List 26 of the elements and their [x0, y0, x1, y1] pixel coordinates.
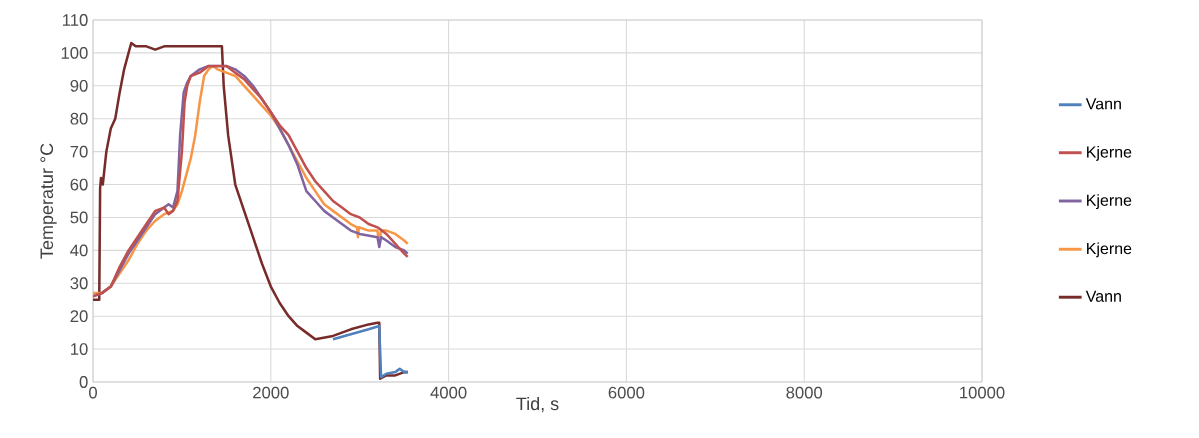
y-tick-label: 90	[70, 79, 88, 92]
legend-label: Kjerne	[1087, 145, 1132, 161]
legend-label: Kjerne	[1087, 194, 1132, 210]
x-tick-label: 0	[89, 386, 97, 399]
legend-label: Vann	[1085, 98, 1121, 110]
y-tick-label: 80	[70, 112, 88, 125]
y-tick-label: 110	[63, 14, 88, 26]
x-tick-label: 4000	[430, 386, 467, 399]
y-tick-label: 0	[79, 376, 88, 388]
y-tick-label: 10	[71, 343, 88, 355]
y-tick-label: 20	[70, 310, 88, 323]
legend-label: Vann	[1085, 290, 1121, 302]
x-tick-label: 10000	[960, 386, 1005, 399]
y-axis-title: Temperatur °C	[40, 143, 57, 259]
y-tick-label: 60	[70, 178, 88, 191]
x-tick-label: 6000	[608, 386, 645, 399]
line-series	[331, 324, 409, 379]
x-tick-label: 8000	[786, 386, 823, 399]
x-tick-label: 2000	[253, 386, 289, 399]
y-tick-label: 100	[61, 47, 88, 59]
y-tick-label: 50	[70, 211, 88, 224]
legend-label: Kjerne	[1087, 242, 1132, 258]
y-tick-label: 40	[70, 244, 88, 257]
y-tick-label: 30	[70, 277, 88, 290]
y-tick-label: 70	[70, 145, 88, 158]
x-axis-title: Tid, s	[516, 396, 559, 413]
